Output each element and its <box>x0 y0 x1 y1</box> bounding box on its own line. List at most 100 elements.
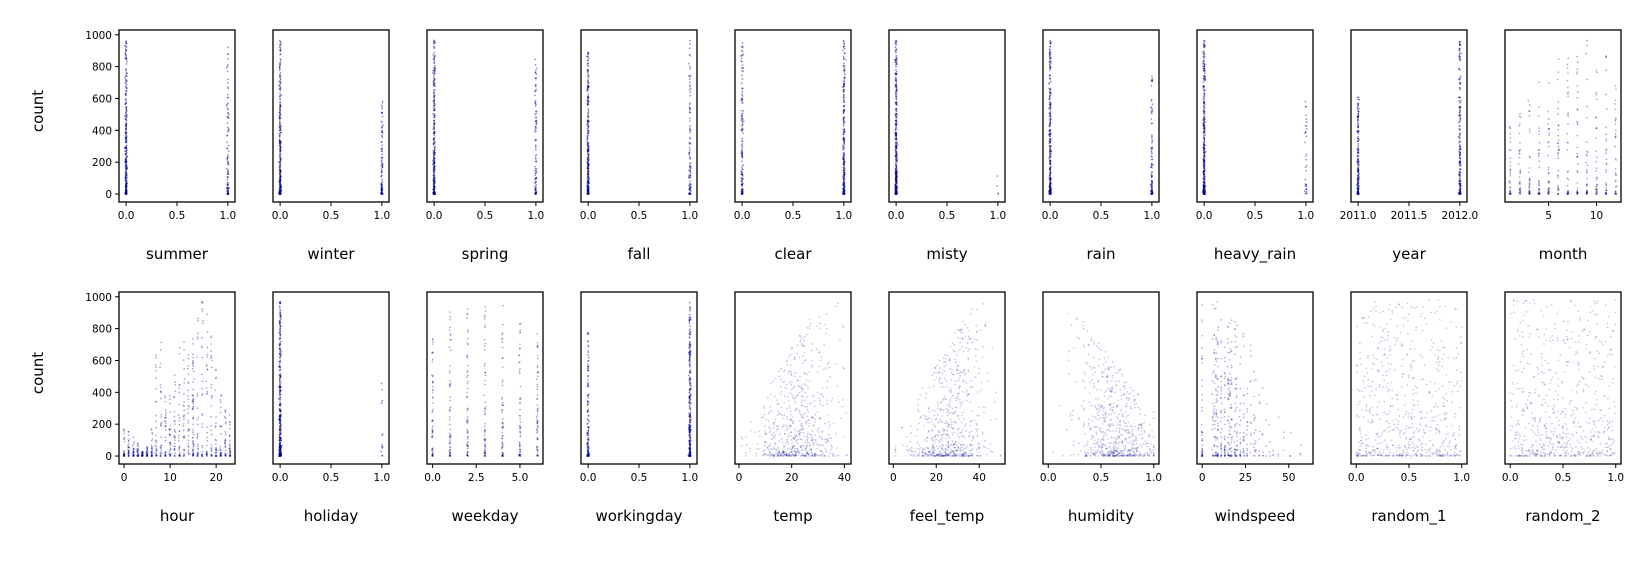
data-point <box>1614 172 1617 175</box>
data-point <box>1049 53 1052 56</box>
data-point <box>1547 166 1550 169</box>
data-point <box>279 128 282 130</box>
data-point <box>1614 191 1617 194</box>
data-point <box>381 162 384 165</box>
data-point <box>160 424 162 427</box>
data-point <box>896 175 898 178</box>
data-point <box>125 56 128 59</box>
data-point <box>1458 182 1461 185</box>
data-point <box>279 193 282 195</box>
data-point <box>1458 124 1461 127</box>
data-point <box>895 41 897 43</box>
data-point <box>1358 178 1360 181</box>
data-point <box>1048 55 1051 58</box>
data-point <box>842 139 845 141</box>
data-point <box>1149 106 1152 109</box>
data-point <box>1458 191 1461 194</box>
data-point <box>1458 161 1461 164</box>
data-point <box>1356 193 1359 195</box>
data-point <box>1203 190 1205 193</box>
data-point <box>895 179 898 182</box>
data-point <box>587 159 590 162</box>
data-point <box>896 155 898 157</box>
data-point <box>1595 185 1598 188</box>
data-point <box>278 132 281 135</box>
data-point <box>227 191 230 193</box>
data-point <box>1458 193 1461 195</box>
data-point <box>1305 155 1307 158</box>
data-point <box>1151 192 1153 195</box>
data-point <box>187 439 190 442</box>
data-point <box>534 90 536 93</box>
data-point <box>124 98 127 101</box>
data-point <box>1203 75 1206 78</box>
data-point <box>894 132 897 135</box>
data-point <box>895 173 898 175</box>
data-point <box>895 189 897 191</box>
data-point <box>226 108 229 111</box>
data-point <box>124 190 127 193</box>
data-point <box>1519 172 1522 175</box>
data-point <box>433 188 435 191</box>
data-point <box>1357 151 1359 153</box>
data-point <box>125 193 128 195</box>
data-point <box>279 192 281 195</box>
data-point <box>206 356 209 358</box>
data-point <box>164 454 167 457</box>
data-point <box>689 91 692 94</box>
data-point <box>894 189 897 192</box>
data-point <box>178 416 181 419</box>
data-point <box>381 107 383 110</box>
data-point <box>895 133 898 136</box>
data-point <box>1203 110 1206 113</box>
data-point <box>586 144 589 146</box>
data-point <box>125 130 127 132</box>
data-point <box>279 173 282 176</box>
data-point <box>895 134 898 137</box>
data-point <box>279 88 281 90</box>
data-point <box>586 177 589 180</box>
data-point <box>1356 193 1359 195</box>
data-point <box>380 191 382 194</box>
data-point <box>741 42 744 44</box>
data-point <box>159 386 162 389</box>
data-point <box>125 181 128 183</box>
data-point <box>1203 134 1205 137</box>
data-point <box>895 176 897 179</box>
data-point <box>1049 113 1052 115</box>
data-point <box>586 193 589 195</box>
data-point <box>1458 128 1461 131</box>
data-point <box>1595 156 1598 159</box>
data-point <box>1595 126 1598 129</box>
data-point <box>1150 163 1153 166</box>
data-point <box>1356 183 1359 186</box>
data-point <box>146 454 148 457</box>
data-point <box>1049 188 1052 190</box>
data-point <box>279 86 282 88</box>
data-point <box>1049 148 1052 150</box>
data-point <box>1202 171 1205 174</box>
data-point <box>740 55 742 58</box>
data-point <box>1203 129 1206 132</box>
data-point <box>124 166 127 169</box>
x-tick-label: 0.5 <box>631 210 648 222</box>
data-point <box>1049 188 1052 191</box>
data-point <box>128 450 130 453</box>
data-point <box>586 167 589 170</box>
data-point <box>1203 189 1206 192</box>
data-point <box>689 184 691 187</box>
data-point <box>381 186 384 189</box>
data-point <box>227 144 230 147</box>
data-point <box>1048 130 1051 133</box>
data-point <box>182 416 185 418</box>
data-point <box>587 121 590 124</box>
data-point <box>741 115 744 118</box>
data-point <box>1538 192 1541 195</box>
data-point <box>160 450 162 452</box>
data-point <box>155 454 158 457</box>
data-point <box>137 448 139 450</box>
data-point <box>1547 140 1550 143</box>
x-tick-label: 10 <box>1590 210 1603 222</box>
data-point <box>279 50 282 52</box>
data-point <box>1357 170 1360 172</box>
